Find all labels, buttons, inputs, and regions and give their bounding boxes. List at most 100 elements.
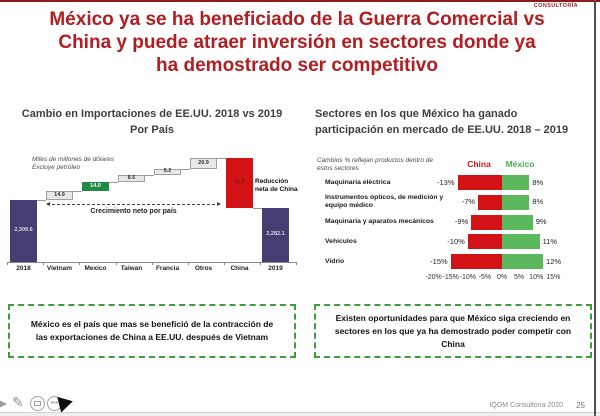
waterfall-bar-francia: 5.2 — [154, 169, 181, 175]
sector-note-line-2: estos sectores — [317, 165, 359, 172]
slide-title-line-2: China y puede atraer inversión en sector… — [58, 32, 536, 53]
waterfall-chart: Crecimiento neto por país Reducción neta… — [6, 138, 298, 280]
sector-bar-china — [457, 175, 502, 190]
takeaway-right-text: Existen oportunidades para que México si… — [334, 312, 572, 349]
waterfall-bar-value: 5.2 — [163, 168, 172, 175]
waterfall-bar-taiwan: 8.6 — [118, 175, 145, 182]
waterfall-bar-2019: 2,282.1 — [262, 208, 289, 262]
pen-icon[interactable]: ✎ — [12, 394, 24, 410]
sector-value-mexico: 11% — [542, 236, 558, 246]
consultoria-logo: CONSULTORÍA — [533, 3, 578, 9]
slide-title-line-1: México ya se ha beneficiado de la Guerra… — [49, 9, 545, 30]
units-note-line-2: Excluye petróleo — [32, 164, 81, 171]
waterfall-connector — [217, 158, 226, 159]
waterfall-connector — [181, 169, 190, 170]
sector-axis-tick: -5% — [478, 274, 492, 281]
waterfall-connector — [253, 208, 262, 209]
sector-value-mexico: 8% — [532, 197, 544, 207]
sector-row-label: Vehículos — [325, 237, 357, 245]
waterfall-chart-title: Cambio en Importaciones de EE.UU. 2018 v… — [8, 106, 296, 138]
footer-credit: IQOM Consultoria 2020 — [489, 402, 563, 409]
waterfall-axis-label: 2018 — [16, 265, 31, 272]
waterfall-axis-label: Vietnam — [46, 265, 73, 272]
waterfall-bar-value: 14.9 — [54, 191, 65, 198]
sector-bar-mexico — [502, 175, 530, 190]
slideshow-icon[interactable] — [30, 396, 45, 411]
sector-bar-mexico — [502, 214, 533, 230]
sector-row-label: Instrumentos ópticos, de medición y equi… — [325, 194, 444, 210]
sector-bar-china — [450, 254, 502, 270]
waterfall-axis-tick — [79, 262, 81, 265]
waterfall-axis-tick — [260, 262, 262, 265]
net-growth-arrow — [46, 202, 221, 206]
sector-chart-title: Sectores en los que México ha ganado par… — [315, 106, 595, 138]
waterfall-connector — [37, 200, 46, 201]
waterfall-title-line-1: Cambio en Importaciones de EE.UU. 2018 v… — [21, 108, 283, 120]
waterfall-axis-label: 2019 — [268, 265, 283, 272]
china-reduction-label: Reducción neta de China — [255, 178, 298, 193]
waterfall-axis-tick — [151, 262, 153, 265]
slide-top-rule — [0, 0, 600, 2]
sector-axis-tick: 0% — [496, 274, 508, 281]
more-options-icon[interactable]: ••• — [47, 396, 62, 411]
sector-bar-mexico — [502, 234, 540, 250]
sector-value-china: -13% — [437, 177, 455, 187]
sector-axis-tick: 5% — [514, 274, 525, 281]
sector-value-mexico: 8% — [532, 177, 544, 187]
waterfall-bar-2018: 2,309.6 — [10, 200, 37, 262]
sector-title-line-2: participación en mercado de EE.UU. 2018 … — [315, 124, 569, 136]
slide-page-number: 25 — [576, 401, 585, 410]
takeaway-left-text: México es el país que mas se benefició d… — [30, 319, 274, 342]
sector-axis-tick: -20% — [425, 274, 442, 281]
presenter-controls: ✎ ••• — [0, 393, 90, 416]
waterfall-connector — [145, 175, 154, 176]
waterfall-axis-label: Otros — [194, 265, 213, 272]
sector-bar-china — [478, 194, 502, 210]
waterfall-bar-vietnam: 14.9 — [46, 191, 73, 200]
sector-value-china: -15% — [430, 256, 448, 266]
window-right-edge — [594, 0, 596, 416]
waterfall-bar-value: 8.6 — [127, 174, 136, 181]
slide-title: México ya se ha beneficiado de la Guerra… — [0, 8, 594, 77]
sector-bar-mexico — [502, 194, 530, 210]
sector-axis-tick: 15% — [546, 274, 561, 281]
waterfall-units-note: Miles de millones de dólares Excluye pet… — [32, 156, 114, 172]
waterfall-bar-value: 14.0 — [90, 182, 101, 189]
waterfall-axis-label: Francia — [155, 265, 180, 272]
units-note-line-1: Miles de millones de dólares — [32, 156, 115, 163]
sector-row-label: Vidrio — [325, 257, 345, 265]
waterfall-bar-value: 2,282.1 — [266, 231, 285, 238]
waterfall-connector — [73, 191, 82, 192]
sector-value-china: -7% — [461, 197, 476, 207]
slideshow-icon-inner — [34, 401, 41, 406]
waterfall-bar-value: 91.0 — [234, 179, 245, 186]
waterfall-bar-value: 20.9 — [198, 159, 209, 166]
waterfall-bar-china: 91.0 — [226, 158, 253, 208]
waterfall-axis-label: Mexico — [84, 265, 107, 272]
nav-arrow-icon[interactable] — [0, 397, 7, 411]
takeaway-box-right: Existen oportunidades para que México si… — [314, 304, 592, 358]
waterfall-title-line-2: Por País — [129, 124, 175, 136]
sector-axis-tick: -15% — [442, 274, 459, 281]
sector-axis-tick: 10% — [529, 274, 544, 281]
waterfall-axis-label: Taiwan — [120, 265, 143, 272]
waterfall-axis-label: China — [230, 265, 249, 272]
sector-value-china: -9% — [454, 217, 469, 227]
waterfall-connector — [109, 182, 118, 183]
sector-bar-mexico — [502, 254, 544, 270]
legend-china: China — [467, 159, 491, 169]
sector-row-label: Maquinaria y aparatos mecánicos — [325, 218, 434, 226]
sector-value-mexico: 12% — [546, 256, 562, 266]
waterfall-axis-tick — [296, 262, 297, 265]
mouse-cursor — [57, 393, 75, 413]
sector-bar-china — [471, 214, 502, 230]
waterfall-bar-mexico: 14.0 — [82, 182, 109, 191]
window-bottom-strip — [0, 412, 600, 416]
waterfall-axis-tick — [43, 262, 45, 265]
waterfall-axis-tick — [7, 262, 8, 265]
sector-row-label: Maquinaria eléctrica — [325, 178, 391, 186]
takeaway-box-left: México es el país que mas se benefició d… — [8, 304, 296, 358]
waterfall-axis-tick — [224, 262, 226, 265]
sector-bar-china — [467, 234, 502, 250]
waterfall-axis-tick — [115, 262, 117, 265]
